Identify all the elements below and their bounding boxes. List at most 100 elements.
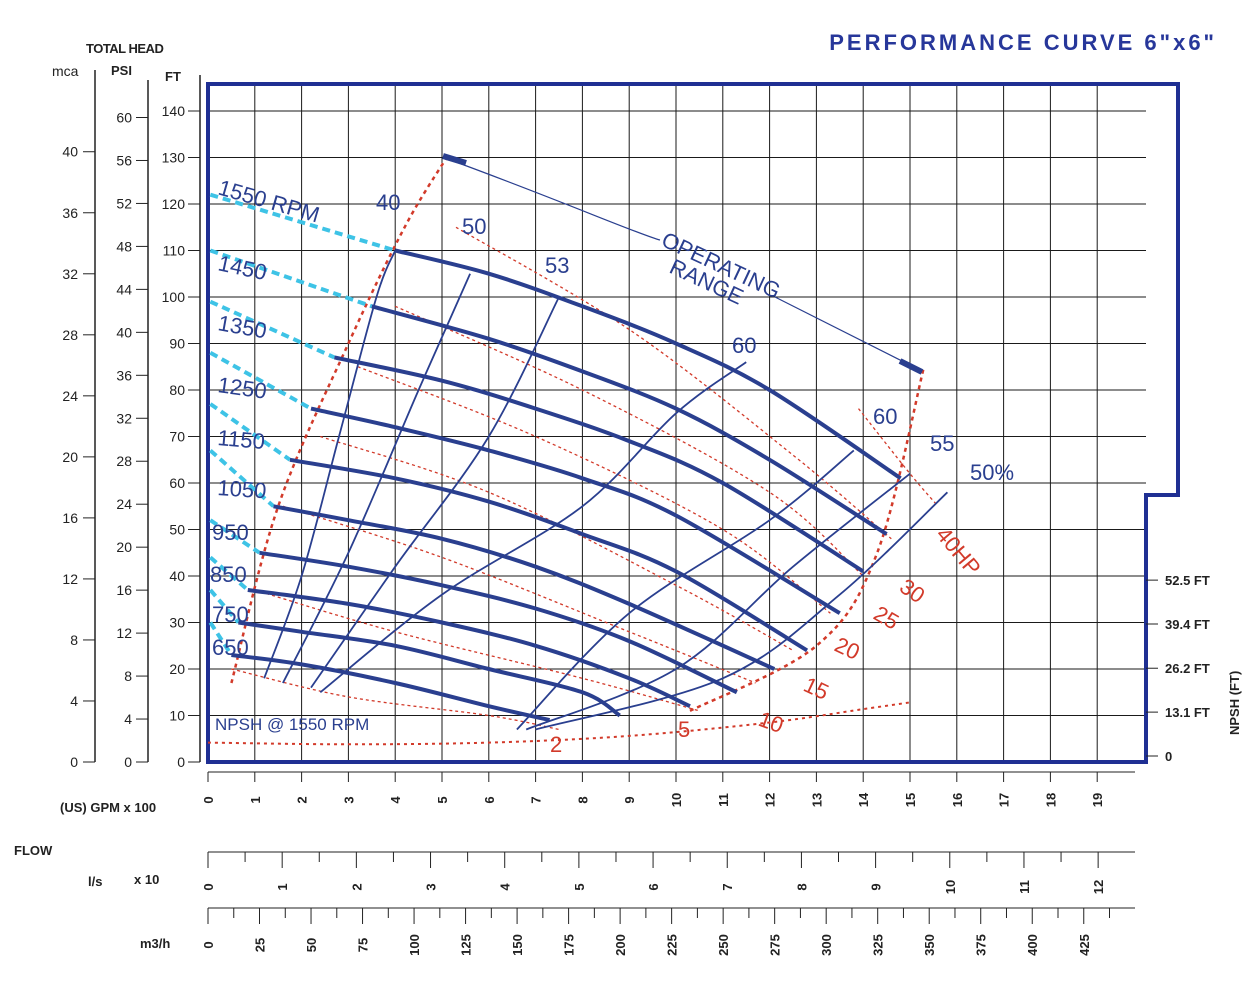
mca-tick-label: 32 (62, 266, 78, 282)
gpm-tick-label: 1 (248, 796, 263, 803)
rpm-curve-extension (209, 351, 312, 411)
mca-tick-label: 24 (62, 388, 78, 404)
efficiency-curve-label: 60 (732, 333, 756, 358)
npsh-curve-line (207, 701, 911, 746)
ft-tick-label: 40 (169, 568, 185, 584)
m3h-tick-label: 375 (974, 934, 989, 956)
rpm-curve-extension (209, 518, 261, 555)
gpm-tick-label: 15 (903, 793, 918, 807)
mca-tick-label: 0 (70, 754, 78, 770)
gpm-tick-label: 4 (388, 796, 403, 804)
ls-tick-label: 12 (1091, 880, 1106, 894)
psi-tick-label: 12 (116, 625, 132, 641)
rpm-curve-extension (208, 588, 240, 624)
ls-tick-label: 5 (572, 883, 587, 890)
gpm-tick-label: 13 (809, 793, 824, 807)
gpm-tick-label: 16 (950, 793, 965, 807)
rpm-curve-label: 1350 (216, 310, 269, 343)
power-curve-label: 30 (895, 574, 929, 609)
mca-tick-label: 16 (62, 510, 78, 526)
power-curve-line (455, 226, 892, 540)
m3h-tick-label: 250 (716, 934, 731, 956)
npsh-axis-label: NPSH (FT) (1227, 671, 1242, 735)
rpm-curve-label: 1250 (216, 372, 268, 404)
rpm-curve-extension (209, 192, 396, 253)
gpm-tick-label: 8 (575, 796, 590, 803)
efficiency-curve-label: 53 (545, 253, 569, 278)
ls-multiplier-label: x 10 (134, 872, 159, 887)
m3h-tick-label: 225 (665, 934, 680, 956)
power-curve-label: 40HP (931, 522, 986, 580)
m3h-tick-label: 425 (1077, 934, 1092, 956)
psi-tick-label: 28 (116, 453, 132, 469)
ls-tick-label: 11 (1017, 880, 1032, 894)
psi-tick-label: 4 (124, 711, 132, 727)
m3h-tick-label: 350 (922, 934, 937, 956)
psi-label: PSI (111, 63, 132, 78)
ls-tick-label: 6 (646, 883, 661, 890)
power-curve-line (231, 668, 560, 731)
rpm-curve-extension (209, 402, 292, 462)
ft-tick-label: 10 (169, 708, 185, 724)
m3h-tick-label: 200 (613, 934, 628, 956)
rpm-curve-label: 1150 (217, 425, 266, 454)
rpm-curve-line (247, 588, 691, 709)
efficiency-curve-label: 40 (376, 190, 400, 215)
chart-curves (207, 153, 949, 746)
ft-tick-label: 80 (169, 382, 185, 398)
m3h-tick-label: 50 (304, 938, 319, 952)
npsh-tick-label: 52.5 FT (1165, 573, 1210, 588)
power-curve-label: 20 (831, 632, 864, 665)
psi-tick-label: 40 (116, 324, 132, 340)
gpm-tick-label: 14 (856, 792, 871, 807)
mca-tick-label: 12 (62, 571, 78, 587)
rpm-curve-label: 1450 (216, 250, 269, 285)
gpm-tick-label: 11 (716, 793, 731, 807)
power-curve-label: 25 (870, 601, 904, 635)
rpm-curve-line (289, 457, 809, 653)
rpm-curve-line (310, 406, 841, 615)
ls-tick-label: 7 (720, 883, 735, 890)
mca-label: mca (52, 63, 79, 79)
rpm-curve-label: 1550 RPM (216, 175, 323, 228)
ft-tick-label: 140 (162, 103, 186, 119)
ls-tick-label: 3 (424, 883, 439, 890)
gpm-tick-label: 5 (435, 796, 450, 803)
ft-tick-label: 70 (169, 429, 185, 445)
ls-tick-label: 10 (943, 880, 958, 894)
rpm-curve-line (273, 504, 776, 671)
ft-tick-label: 30 (169, 615, 185, 631)
power-curve-label: 10 (755, 706, 787, 738)
psi-tick-label: 48 (116, 238, 132, 254)
ft-tick-label: 130 (162, 150, 186, 166)
gpm-tick-label: 9 (622, 796, 637, 803)
mca-tick-label: 36 (62, 205, 78, 221)
psi-tick-label: 20 (116, 539, 132, 555)
efficiency-curve-line (319, 361, 747, 694)
efficiency-curve-label: 50 (462, 214, 486, 239)
ft-tick-label: 60 (169, 475, 185, 491)
gpm-tick-label: 6 (482, 796, 497, 803)
gpm-tick-label: 17 (997, 793, 1012, 807)
psi-tick-label: 44 (116, 281, 132, 297)
mca-tick-label: 40 (62, 144, 78, 160)
rpm-curve-label: 950 (212, 520, 249, 545)
power-curve-line (857, 408, 939, 507)
rpm-curve-line (333, 355, 865, 574)
m3h-label: m3/h (140, 936, 170, 951)
ft-tick-label: 110 (163, 243, 186, 259)
power-curve-line (282, 505, 756, 684)
chart-frame (206, 82, 1180, 764)
npsh-curve-label: NPSH @ 1550 RPM (215, 715, 369, 734)
ls-tick-label: 1 (275, 883, 290, 890)
rpm-curve-extension (208, 621, 234, 657)
mca-tick-label: 8 (70, 632, 78, 648)
ls-tick-label: 2 (349, 883, 364, 890)
mca-tick-label: 20 (62, 449, 78, 465)
ft-tick-label: 100 (162, 289, 186, 305)
efficiency-curve-label: 50% (970, 460, 1014, 485)
rpm-curve-line (259, 550, 738, 695)
m3h-tick-label: 275 (768, 934, 783, 956)
efficiency-curve-label: 60 (873, 404, 897, 429)
rpm-curve-label: 750 (212, 602, 249, 627)
